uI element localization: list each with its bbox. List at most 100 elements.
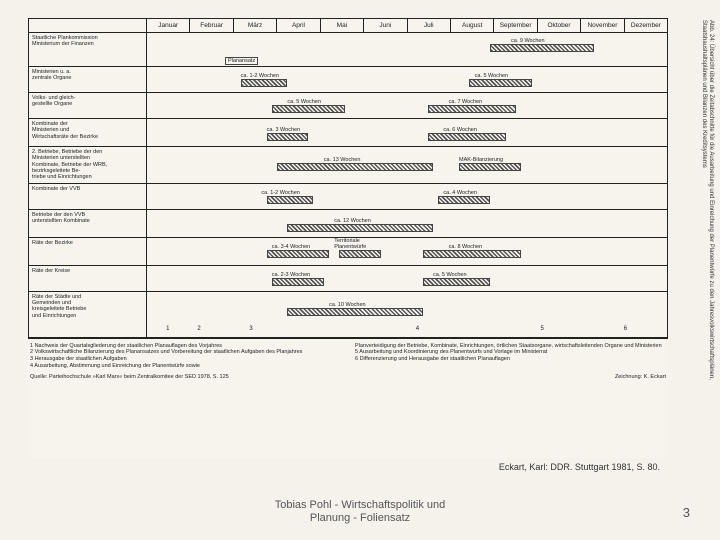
gantt-row: 2. Betriebe, Betriebe der denMinisterien… <box>29 147 667 184</box>
row-label: Ministerien u. a.zentrale Organe <box>29 67 147 92</box>
gantt-bar <box>428 133 506 141</box>
gantt-bar <box>469 79 531 87</box>
footnote-marker: 4 <box>416 326 419 332</box>
row-label: Räte der Bezirke <box>29 238 147 265</box>
gantt-bar <box>428 105 516 113</box>
footnote-line: 4 Ausarbeitung, Abstimmung und Einreichu… <box>30 363 341 370</box>
gantt-row: Betriebe der den VVBunterstellten Kombin… <box>29 210 667 238</box>
gantt-bar <box>287 224 433 232</box>
bar-label: ca. 4 Wochen <box>443 190 477 196</box>
month-cell: Juli <box>408 19 451 33</box>
footnote-marker: 6 <box>624 326 627 332</box>
gantt-row: Räte der Kreise ca. 2-3 Wochen ca. 5 Woche… <box>29 266 667 292</box>
gantt-bar <box>339 250 381 258</box>
bar-label: ca. 1-2 Wochen <box>241 73 279 79</box>
footer-attribution: Tobias Pohl - Wirtschaftspolitik und Pla… <box>0 499 720 527</box>
month-header-row: JanuarFebruarMärzAprilMaiJuniJuliAugustS… <box>29 19 667 33</box>
gantt-row: Volks- und gleich-gestellte Organeca. 5 … <box>29 93 667 119</box>
month-cell: Mai <box>321 19 364 33</box>
footnote-marker: 5 <box>541 326 544 332</box>
month-cell: Februar <box>190 19 233 33</box>
drawing-credit: Zeichnung: K. Eckart <box>615 374 666 380</box>
bar-label: ca. 5 Wochen <box>287 99 321 105</box>
row-timeline: ca. 5 Wochen ca. 7 Wochen <box>147 93 667 118</box>
month-cell: Oktober <box>538 19 581 33</box>
gantt-bar <box>277 163 433 171</box>
footnote-line: 2 Volkswirtschaftliche Bilanzierung des … <box>30 349 341 356</box>
gantt-bar <box>267 196 314 204</box>
row-timeline: ca. 10 Wochen <box>147 292 667 324</box>
row-timeline: ca. 13 Wochen MAK-Bilanzierung <box>147 147 667 183</box>
footnote-marker: 1 <box>166 326 169 332</box>
bar-label: ca. 5 Wochen <box>475 73 509 79</box>
bar-label: ca. 5 Wochen <box>433 272 467 278</box>
row-label: 2. Betriebe, Betriebe der denMinisterien… <box>29 147 147 183</box>
footnote-line: Planverteidigung der Betriebe, Kombinate… <box>355 343 666 350</box>
row-label: Kombinate derMinisterien undWirtschaftsr… <box>29 119 147 146</box>
row-label: Räte der Städte undGemeinden undkreisgel… <box>29 292 147 324</box>
marker-row: 1 2 3 4 5 6 <box>29 324 667 338</box>
bar-label: ca. 10 Wochen <box>329 302 366 308</box>
row-timeline: ca. 12 Wochen <box>147 210 667 237</box>
bar-label: MAK-Bilanzierung <box>459 157 503 163</box>
month-cell: Dezember <box>625 19 667 33</box>
gantt-bar <box>423 250 522 258</box>
bar-label: ca. 13 Wochen <box>324 157 361 163</box>
month-cell: Januar <box>147 19 190 33</box>
gantt-bar <box>438 196 490 204</box>
row-timeline: ca. 1-2 Wochen ca. 4 Wochen <box>147 184 667 209</box>
source-line: Quelle: Parteihochschule »Karl Marx« bei… <box>28 372 668 382</box>
bar-label: ca. 3-4 Wochen <box>272 244 310 250</box>
month-cell: März <box>234 19 277 33</box>
month-cell: August <box>451 19 494 33</box>
footnotes: 1 Nachweis der Quartalsgliederung der st… <box>28 339 668 373</box>
row-label: Betriebe der den VVBunterstellten Kombin… <box>29 210 147 237</box>
month-cell: November <box>581 19 624 33</box>
row-label: Räte der Kreise <box>29 266 147 291</box>
bar-label: TerritorialePlanentwürfe <box>334 238 366 250</box>
gantt-bar <box>287 308 422 316</box>
footnote-line: 3 Herausgabe der staatlichen Aufgaben <box>30 356 341 363</box>
page-number: 3 <box>683 505 690 520</box>
footer-line1: Tobias Pohl - Wirtschaftspolitik und <box>0 499 720 513</box>
gantt-row: Ministerien u. a.zentrale Organeca. 1-2 … <box>29 67 667 93</box>
gantt-bar <box>267 133 309 141</box>
gantt-bar <box>241 79 288 87</box>
bar-label: ca. 7 Wochen <box>449 99 483 105</box>
footnote-marker: 2 <box>197 326 200 332</box>
bar-label: ca. 1-2 Wochen <box>261 190 299 196</box>
month-cell: April <box>277 19 320 33</box>
gantt-row: Räte der Bezirke ca. 3-4 Wochen Territoria… <box>29 238 667 266</box>
row-label: Kombinate der VVB <box>29 184 147 209</box>
bar-label: ca. 2-3 Wochen <box>272 272 310 278</box>
footnote-marker: 3 <box>249 326 252 332</box>
gantt-bar <box>267 250 329 258</box>
footer-line2: Planung - Foliensatz <box>0 512 720 526</box>
diagram-container: JanuarFebruarMärzAprilMaiJuniJuliAugustS… <box>28 18 668 458</box>
gantt-bar <box>272 278 324 286</box>
side-caption: Abb. 24: Übersicht über die Zeitabschnit… <box>700 20 714 440</box>
row-timeline: ca. 9 Wochen Planansatz <box>147 33 667 66</box>
month-cell: Juni <box>364 19 407 33</box>
gantt-bar <box>490 44 594 52</box>
gantt-bar <box>423 278 491 286</box>
citation: Eckart, Karl: DDR. Stuttgart 1981, S. 80… <box>499 462 660 472</box>
footnote-line: 5 Ausarbeitung und Koordinierung des Pla… <box>355 349 666 356</box>
row-timeline: ca. 3-4 WochenTerritorialePlanentwürfeca… <box>147 238 667 265</box>
bar-label: ca. 3 Wochen <box>267 127 301 133</box>
gantt-chart: JanuarFebruarMärzAprilMaiJuniJuliAugustS… <box>28 18 668 339</box>
bar-label: ca. 6 Wochen <box>443 127 477 133</box>
plan-box: Planansatz <box>225 57 258 65</box>
gantt-row: Kombinate derMinisterien undWirtschaftsr… <box>29 119 667 147</box>
gantt-bar <box>459 163 521 171</box>
bar-label: ca. 9 Wochen <box>511 38 545 44</box>
row-timeline: ca. 2-3 Wochen ca. 5 Wochen <box>147 266 667 291</box>
row-label: Staatliche PlankommissionMinisterium der… <box>29 33 147 66</box>
footnote-line: 6 Differenzierung und Herausgabe der sta… <box>355 356 666 363</box>
footnote-line: 1 Nachweis der Quartalsgliederung der st… <box>30 343 341 350</box>
gantt-row: Kombinate der VVB ca. 1-2 Wochen ca. 4 Woc… <box>29 184 667 210</box>
row-timeline: ca. 3 Wochen ca. 6 Wochen <box>147 119 667 146</box>
row-timeline: ca. 1-2 Wochen ca. 5 Wochen <box>147 67 667 92</box>
source-text: Quelle: Parteihochschule »Karl Marx« bei… <box>30 374 229 380</box>
month-cell: September <box>494 19 537 33</box>
